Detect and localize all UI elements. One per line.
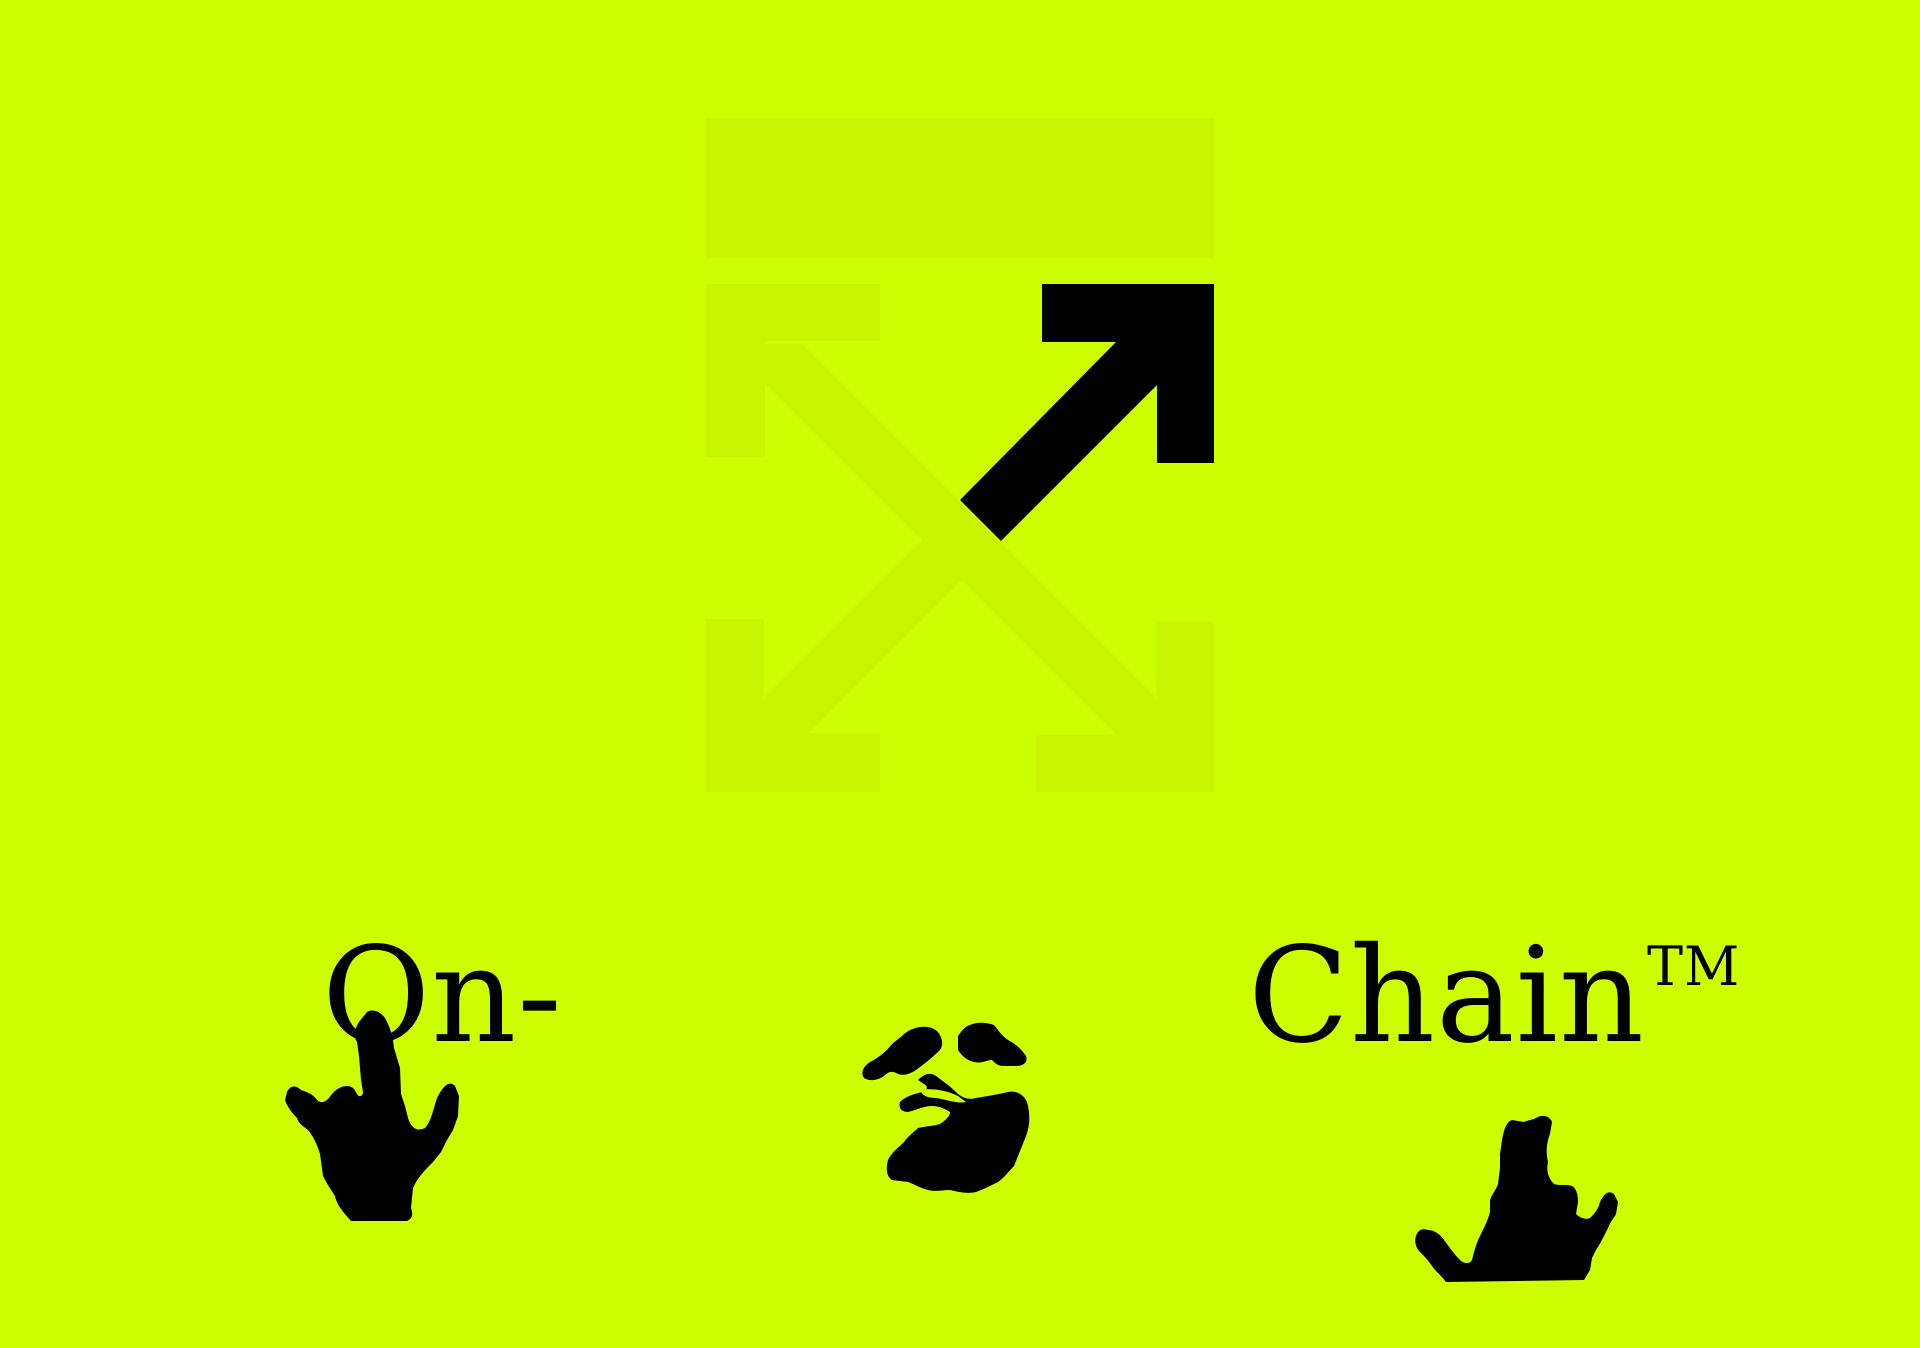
pinching-hand-icon: [858, 1020, 1058, 1206]
logo-corner-top-left: [706, 284, 880, 457]
logo-top-bar: [706, 118, 1214, 258]
word-chain: ChainTM: [1248, 930, 1740, 1062]
word-chain-text: Chain: [1248, 919, 1645, 1073]
logo-diagonal-up-lower: [762, 512, 990, 736]
logo-corner-bottom-left: [706, 619, 880, 792]
logo-corner-bottom-right: [1036, 621, 1214, 792]
raised-hand-icon: [1414, 1114, 1636, 1286]
trademark-mark: TM: [1646, 935, 1741, 998]
logo-arrow-top-right: [960, 284, 1214, 541]
pointing-hand-icon: [283, 1006, 473, 1226]
